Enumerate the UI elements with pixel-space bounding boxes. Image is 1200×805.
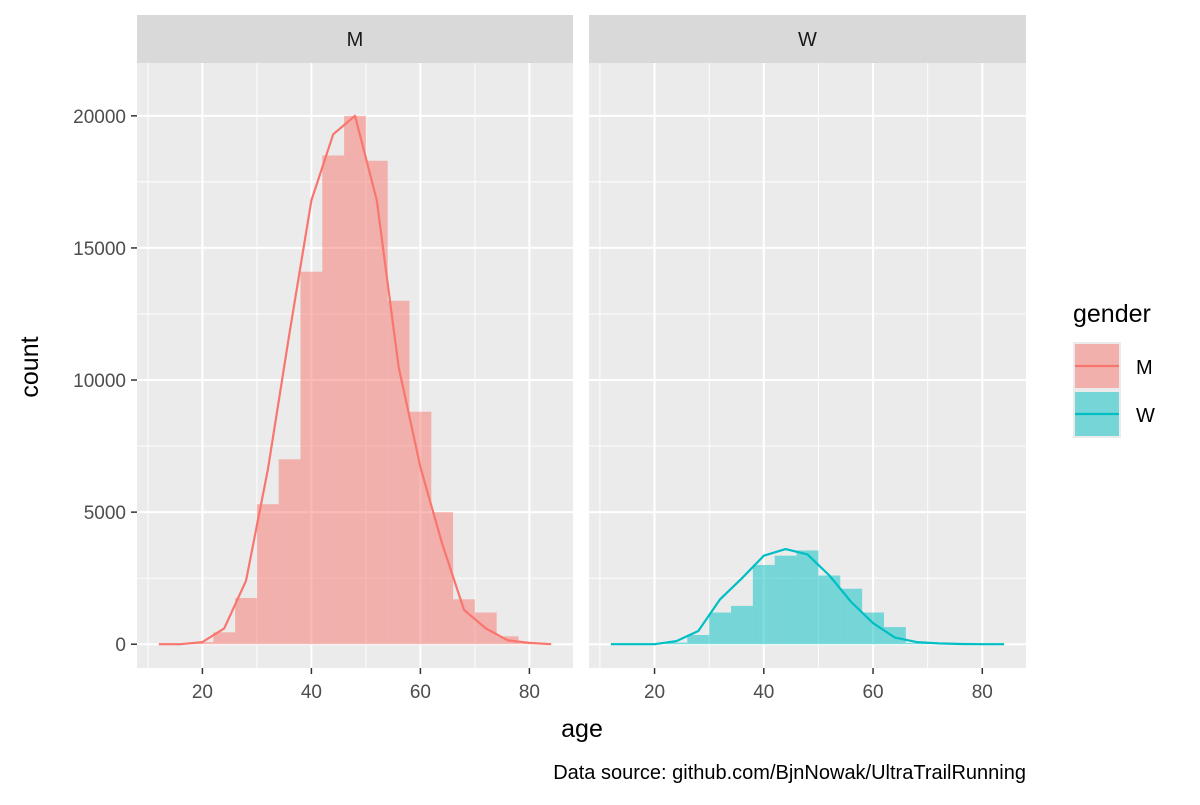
histogram-bars xyxy=(665,550,928,645)
x-axis-label: age xyxy=(561,715,603,743)
histogram-bar xyxy=(431,512,454,645)
x-tick-label: 80 xyxy=(972,682,993,703)
legend-label: M xyxy=(1136,357,1153,379)
y-tick-label: 10000 xyxy=(73,371,126,392)
histogram-bar xyxy=(774,555,797,645)
histogram-bar xyxy=(365,160,388,645)
histogram-bar xyxy=(213,632,236,645)
x-axis: 20 40 60 80 xyxy=(644,668,993,703)
histogram-bar xyxy=(709,612,732,645)
y-tick-label: 5000 xyxy=(84,503,126,524)
histogram-bar xyxy=(687,634,710,645)
histogram-bar xyxy=(796,550,819,645)
facet-strip xyxy=(137,15,573,63)
histogram-bar xyxy=(322,155,345,645)
histogram-bar xyxy=(752,564,775,645)
histogram-bar xyxy=(387,300,410,645)
x-tick-label: 40 xyxy=(301,682,322,703)
histogram-bar xyxy=(818,575,841,645)
x-tick-label: 20 xyxy=(192,682,213,703)
y-tick-label: 20000 xyxy=(73,107,126,128)
legend-label: W xyxy=(1136,405,1155,427)
histogram-bar xyxy=(300,271,323,645)
histogram-bar xyxy=(278,459,301,645)
histogram-bar xyxy=(409,411,432,645)
x-tick-label: 60 xyxy=(862,682,883,703)
x-tick-label: 40 xyxy=(753,682,774,703)
facet-strip xyxy=(589,15,1026,63)
histogram-bar xyxy=(665,642,688,645)
data-source-caption: Data source: github.com/BjnNowak/UltraTr… xyxy=(553,762,1026,784)
histogram-bar xyxy=(344,115,366,645)
histogram-bar xyxy=(905,642,928,645)
y-axis: 0 5000 10000 15000 20000 xyxy=(73,107,137,656)
histogram-bar xyxy=(235,597,257,645)
legend-item-w: W xyxy=(1073,390,1155,438)
x-tick-label: 60 xyxy=(410,682,431,703)
histogram-bar xyxy=(453,599,475,645)
x-tick-label: 20 xyxy=(644,682,665,703)
legend: gender M W xyxy=(1073,300,1155,438)
facet-panel-w: W 20 40 60 80 xyxy=(589,15,1026,703)
facet-strip-label: M xyxy=(347,29,364,51)
facet-panel-m: M 20 40 60 80 xyxy=(137,15,573,703)
x-axis: 20 40 60 80 xyxy=(192,668,540,703)
histogram-bars xyxy=(191,115,541,645)
y-tick-label: 0 xyxy=(115,635,126,656)
facet-strip-label: W xyxy=(798,29,817,51)
histogram-bar xyxy=(840,588,863,645)
x-tick-label: 80 xyxy=(519,682,540,703)
legend-title: gender xyxy=(1073,300,1151,328)
histogram-bar xyxy=(862,612,884,645)
y-tick-label: 15000 xyxy=(73,239,126,260)
histogram-bar xyxy=(883,627,906,645)
legend-item-m: M xyxy=(1073,342,1153,390)
y-axis-label: count xyxy=(16,336,44,397)
histogram-bar xyxy=(256,504,279,645)
frequency-line xyxy=(158,114,552,646)
frequency-line xyxy=(610,547,1005,646)
histogram-bar xyxy=(731,605,753,645)
